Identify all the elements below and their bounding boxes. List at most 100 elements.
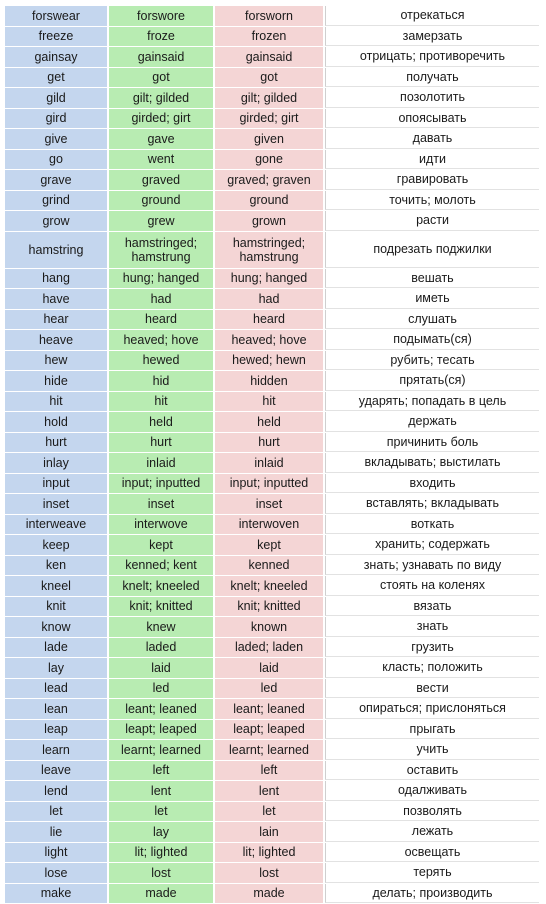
infinitive-cell: give [5, 129, 107, 149]
translation-cell: держать [325, 412, 539, 432]
infinitive-cell: light [5, 842, 107, 862]
translation-cell: позолотить [325, 88, 539, 108]
translation-cell: прыгать [325, 719, 539, 739]
past-participle-cell: gilt; gilded [215, 88, 323, 108]
translation-cell: грузить [325, 637, 539, 657]
past-participle-cell: input; inputted [215, 473, 323, 493]
irregular-verbs-table: forswear forswore forsworn отрекаться freeze… [3, 5, 541, 904]
translation-cell: стоять на коленях [325, 576, 539, 596]
infinitive-cell: lose [5, 863, 107, 883]
infinitive-cell: hear [5, 309, 107, 329]
translation-cell: идти [325, 149, 539, 169]
past-simple-cell: lay [109, 822, 213, 842]
past-participle-cell: made [215, 883, 323, 903]
past-simple-cell: learnt; learned [109, 740, 213, 760]
infinitive-cell: hurt [5, 432, 107, 452]
past-simple-cell: knit; knitted [109, 596, 213, 616]
past-simple-cell: gainsaid [109, 47, 213, 67]
past-participle-cell: gainsaid [215, 47, 323, 67]
translation-cell: прятать(ся) [325, 371, 539, 391]
translation-cell: опоясывать [325, 108, 539, 128]
translation-cell: рубить; тесать [325, 350, 539, 370]
past-simple-cell: leapt; leaped [109, 719, 213, 739]
past-simple-cell: inset [109, 494, 213, 514]
table-row: kneel knelt; kneeled knelt; kneeled стоять … [5, 576, 539, 596]
table-row: hamstring hamstringed; hamstrung hamstring… [5, 231, 539, 268]
past-simple-cell: laded [109, 637, 213, 657]
infinitive-cell: hew [5, 350, 107, 370]
translation-cell: причинить боль [325, 432, 539, 452]
past-participle-cell: kept [215, 535, 323, 555]
translation-cell: знать; узнавать по виду [325, 555, 539, 575]
table-row: learn learnt; learned learnt; learned учить [5, 740, 539, 760]
infinitive-cell: lie [5, 822, 107, 842]
past-participle-cell: laded; laden [215, 637, 323, 657]
table-row: freeze froze frozen замерзать [5, 26, 539, 46]
past-participle-cell: hewed; hewn [215, 350, 323, 370]
past-participle-cell: heard [215, 309, 323, 329]
past-simple-cell: lent [109, 781, 213, 801]
past-participle-cell: ground [215, 190, 323, 210]
past-simple-cell: heaved; hove [109, 330, 213, 350]
table-row: hang hung; hanged hung; hanged вешать [5, 268, 539, 288]
past-participle-cell: known [215, 617, 323, 637]
past-participle-cell: lit; lighted [215, 842, 323, 862]
translation-cell: позволять [325, 801, 539, 821]
past-participle-cell: kenned [215, 555, 323, 575]
infinitive-cell: have [5, 289, 107, 309]
past-simple-cell: grew [109, 211, 213, 231]
past-participle-cell: lent [215, 781, 323, 801]
past-simple-cell: hung; hanged [109, 268, 213, 288]
table-row: hear heard heard слушать [5, 309, 539, 329]
translation-cell: лежать [325, 822, 539, 842]
infinitive-cell: hide [5, 371, 107, 391]
table-row: inlay inlaid inlaid вкладывать; выстилать [5, 453, 539, 473]
past-participle-cell: hurt [215, 432, 323, 452]
table-row: go went gone идти [5, 149, 539, 169]
infinitive-cell: lade [5, 637, 107, 657]
table-row: leap leapt; leaped leapt; leaped прыгать [5, 719, 539, 739]
past-participle-cell: let [215, 801, 323, 821]
past-simple-cell: heard [109, 309, 213, 329]
table-row: hurt hurt hurt причинить боль [5, 432, 539, 452]
past-participle-cell: led [215, 678, 323, 698]
table-row: let let let позволять [5, 801, 539, 821]
past-simple-cell: led [109, 678, 213, 698]
infinitive-cell: gird [5, 108, 107, 128]
past-participle-cell: frozen [215, 26, 323, 46]
infinitive-cell: lay [5, 658, 107, 678]
past-simple-cell: had [109, 289, 213, 309]
past-simple-cell: graved [109, 170, 213, 190]
translation-cell: хранить; содержать [325, 535, 539, 555]
translation-cell: расти [325, 211, 539, 231]
translation-cell: входить [325, 473, 539, 493]
table-row: hold held held держать [5, 412, 539, 432]
table-row: give gave given давать [5, 129, 539, 149]
table-row: gird girded; girt girded; girt опоясывать [5, 108, 539, 128]
table-row: gainsay gainsaid gainsaid отрицать; противо… [5, 47, 539, 67]
translation-cell: получать [325, 67, 539, 87]
translation-cell: освещать [325, 842, 539, 862]
past-simple-cell: hewed [109, 350, 213, 370]
translation-cell: знать [325, 617, 539, 637]
translation-cell: вести [325, 678, 539, 698]
table-row: grave graved graved; graven гравировать [5, 170, 539, 190]
past-simple-cell: kept [109, 535, 213, 555]
past-simple-cell: went [109, 149, 213, 169]
past-participle-cell: hung; hanged [215, 268, 323, 288]
past-participle-cell: leapt; leaped [215, 719, 323, 739]
past-simple-cell: kenned; kent [109, 555, 213, 575]
infinitive-cell: kneel [5, 576, 107, 596]
infinitive-cell: leave [5, 760, 107, 780]
past-participle-cell: lain [215, 822, 323, 842]
translation-cell: давать [325, 129, 539, 149]
table-row: grind ground ground точить; молоть [5, 190, 539, 210]
past-participle-cell: held [215, 412, 323, 432]
table-row: keep kept kept хранить; содержать [5, 535, 539, 555]
past-simple-cell: got [109, 67, 213, 87]
past-participle-cell: learnt; learned [215, 740, 323, 760]
past-participle-cell: inlaid [215, 453, 323, 473]
infinitive-cell: get [5, 67, 107, 87]
table-row: light lit; lighted lit; lighted освещать [5, 842, 539, 862]
translation-cell: терять [325, 863, 539, 883]
